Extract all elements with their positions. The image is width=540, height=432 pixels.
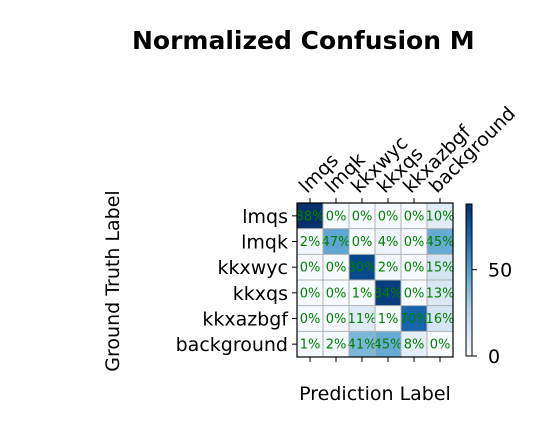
heatmap-cell (297, 203, 323, 229)
y-tick-labels: lmqs lmqk kkxwyc kkxqs kkxazbgf background (176, 206, 297, 356)
y-tick-label: kkxwyc (218, 257, 288, 279)
heatmap-cell (349, 331, 375, 357)
y-tick-label: background (176, 334, 288, 356)
colorbar-gradient (465, 203, 473, 357)
heatmap-cell (427, 254, 453, 280)
cell-value-label: 0% (326, 261, 347, 276)
cell-value-label: 8% (404, 338, 425, 353)
heatmap-cell (297, 331, 323, 357)
heatmap-cell (401, 254, 427, 280)
heatmap-cell (375, 331, 401, 357)
heatmap-cell (401, 280, 427, 306)
heatmap-cell (401, 203, 427, 229)
cell-value-label: 16% (426, 312, 455, 327)
heatmap-cell (349, 228, 375, 255)
cell-value-label: 0% (326, 286, 347, 301)
cell-value-label: 84% (374, 286, 403, 301)
cell-value-label: 15% (426, 261, 455, 276)
cell-value-label: 2% (378, 261, 399, 276)
cell-value-label: 2% (326, 338, 347, 353)
heatmap-cell (297, 280, 323, 306)
cell-value-label: 0% (430, 338, 451, 353)
heatmap-cell (375, 280, 401, 306)
heatmap-cell (297, 305, 323, 332)
y-tick-label: lmqs (242, 206, 288, 228)
cell-value-label: 2% (300, 235, 321, 250)
y-tick-label: kkxazbgf (202, 309, 289, 331)
heatmap-cell (323, 331, 349, 357)
chart-title: Normalized Confusion M (132, 26, 475, 55)
cell-value-label: 0% (404, 209, 425, 224)
colorbar-tick-label: 50 (488, 260, 512, 282)
cell-value-label: 45% (374, 338, 403, 353)
heatmap-cell (375, 254, 401, 280)
heatmap-cell (323, 228, 349, 255)
cell-value-label: 0% (300, 261, 321, 276)
cell-value-label: 45% (426, 235, 455, 250)
cell-value-label: 1% (300, 338, 321, 353)
cell-value-label: 0% (352, 235, 373, 250)
cell-value-label: 1% (378, 312, 399, 327)
heatmap-cell (375, 203, 401, 229)
heatmap-cell (349, 254, 375, 280)
heatmap-cell (427, 203, 453, 229)
y-axis-label: Ground Truth Label (102, 190, 124, 371)
cell-value-label: 0% (404, 261, 425, 276)
cell-value-label: 10% (426, 209, 455, 224)
heatmap-cell (427, 280, 453, 306)
cell-value-label: 0% (300, 312, 321, 327)
heatmap-cell (323, 254, 349, 280)
y-tick-label: kkxqs (233, 283, 288, 305)
heatmap-frame (296, 202, 454, 358)
cell-value-label: 47% (322, 235, 351, 250)
cell-value-label: 0% (404, 235, 425, 250)
cell-value-label: 0% (326, 209, 347, 224)
x-axis-label: Prediction Label (299, 383, 451, 405)
heatmap-cell (297, 228, 323, 255)
cell-value-label: 70% (400, 312, 429, 327)
heatmap-cell (375, 305, 401, 332)
cell-value-label: 88% (296, 209, 325, 224)
cell-value-label: 0% (300, 286, 321, 301)
heatmap-cell (349, 305, 375, 332)
heatmap-cell (323, 203, 349, 229)
heatmap-cell (297, 254, 323, 280)
cell-value-label: 0% (326, 312, 347, 327)
heatmap-cells: 88% 0% 0% 0% 0% 10%2% 47% 0% 4% 0% 45%0% 0% 80% 2% 0% 1… (296, 203, 455, 357)
heatmap-cell (427, 305, 453, 332)
cell-value-label: 1% (352, 286, 373, 301)
heatmap-cell (323, 280, 349, 306)
colorbar-tick-label: 0 (488, 346, 500, 368)
heatmap-cell (349, 280, 375, 306)
heatmap-cell (427, 331, 453, 357)
heatmap-cell (401, 228, 427, 255)
cell-value-label: 41% (348, 338, 377, 353)
cell-value-label: 11% (348, 312, 377, 327)
heatmap-cell (349, 203, 375, 229)
heatmap-cell (427, 228, 453, 255)
heatmap-grid (297, 203, 453, 357)
heatmap-cell (375, 228, 401, 255)
heatmap-cell (401, 305, 427, 332)
cell-value-label: 0% (378, 209, 399, 224)
heatmap-cell (323, 305, 349, 332)
cell-value-label: 80% (348, 261, 377, 276)
cell-value-label: 4% (378, 235, 399, 250)
cell-value-label: 13% (426, 286, 455, 301)
cell-value-label: 0% (352, 209, 373, 224)
colorbar: 0 50 (465, 203, 512, 368)
cell-value-label: 0% (404, 286, 425, 301)
heatmap-cell (401, 331, 427, 357)
y-tick-label: lmqk (241, 232, 288, 254)
